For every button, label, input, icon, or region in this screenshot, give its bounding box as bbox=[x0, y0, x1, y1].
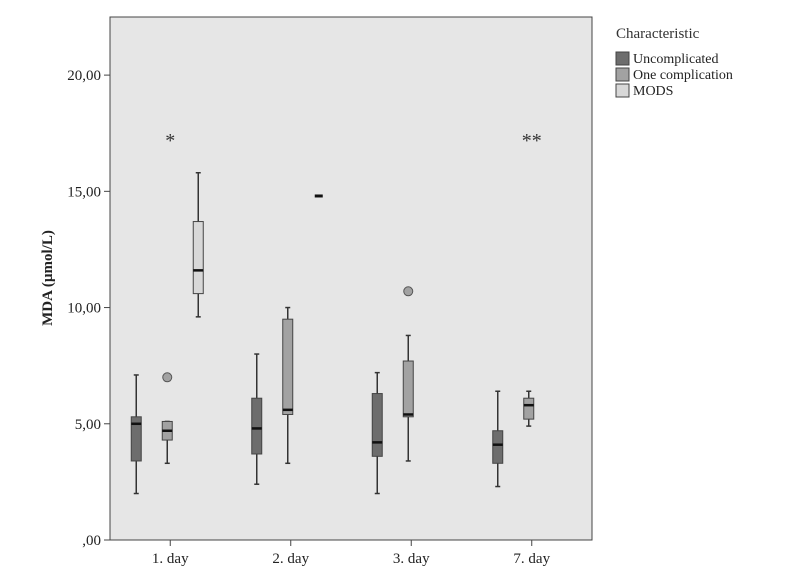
box-uncomplicated bbox=[251, 353, 263, 485]
legend-swatch bbox=[615, 67, 630, 82]
box-iqr bbox=[192, 221, 204, 295]
y-tick-label: 10,00 bbox=[67, 301, 101, 317]
y-tick-label: 5,00 bbox=[75, 417, 101, 433]
box-iqr bbox=[371, 393, 383, 457]
box-one-complication bbox=[402, 286, 414, 462]
box-mods bbox=[192, 171, 204, 318]
x-tick-label: 7. day bbox=[513, 551, 550, 567]
x-axis: 1. day 2. day 3. day 7. day bbox=[152, 540, 551, 567]
box-uncomplicated bbox=[371, 371, 383, 495]
box-one-complication bbox=[161, 372, 173, 465]
box-iqr bbox=[251, 397, 263, 455]
outlier-point bbox=[162, 372, 173, 383]
y-tick-label: 15,00 bbox=[67, 184, 101, 200]
outlier-point bbox=[403, 286, 414, 297]
box-iqr bbox=[492, 430, 504, 464]
x-tick-label: 2. day bbox=[272, 551, 309, 567]
x-tick-label: 3. day bbox=[393, 551, 430, 567]
box-one-complication bbox=[282, 306, 294, 465]
legend-label: MODS bbox=[633, 84, 673, 99]
box-one-complication bbox=[523, 390, 535, 427]
significance-marker: ** bbox=[522, 130, 542, 152]
box-iqr bbox=[282, 318, 294, 415]
legend-swatch bbox=[615, 83, 630, 98]
box-uncomplicated bbox=[130, 374, 142, 495]
significance-marker: * bbox=[165, 130, 175, 152]
legend-label: Uncomplicated bbox=[633, 52, 719, 67]
box-iqr bbox=[402, 360, 414, 418]
significance-annotations: * ** bbox=[165, 130, 542, 152]
y-tick-label: 20,00 bbox=[67, 68, 101, 84]
box-uncomplicated bbox=[492, 390, 504, 488]
x-tick-label: 1. day bbox=[152, 551, 189, 567]
y-axis: ,00 5,00 10,00 15,00 20,00 bbox=[67, 68, 110, 549]
y-tick-label: ,00 bbox=[82, 533, 101, 549]
box-iqr bbox=[523, 397, 535, 420]
legend-title: Characteristic bbox=[616, 26, 700, 42]
legend-swatch bbox=[615, 51, 630, 66]
plot-background bbox=[109, 16, 593, 541]
legend-label: One complication bbox=[633, 68, 733, 83]
box-series-group bbox=[130, 171, 535, 495]
box-iqr bbox=[130, 416, 142, 462]
y-axis-label: MDA (µmol/L) bbox=[40, 230, 56, 326]
